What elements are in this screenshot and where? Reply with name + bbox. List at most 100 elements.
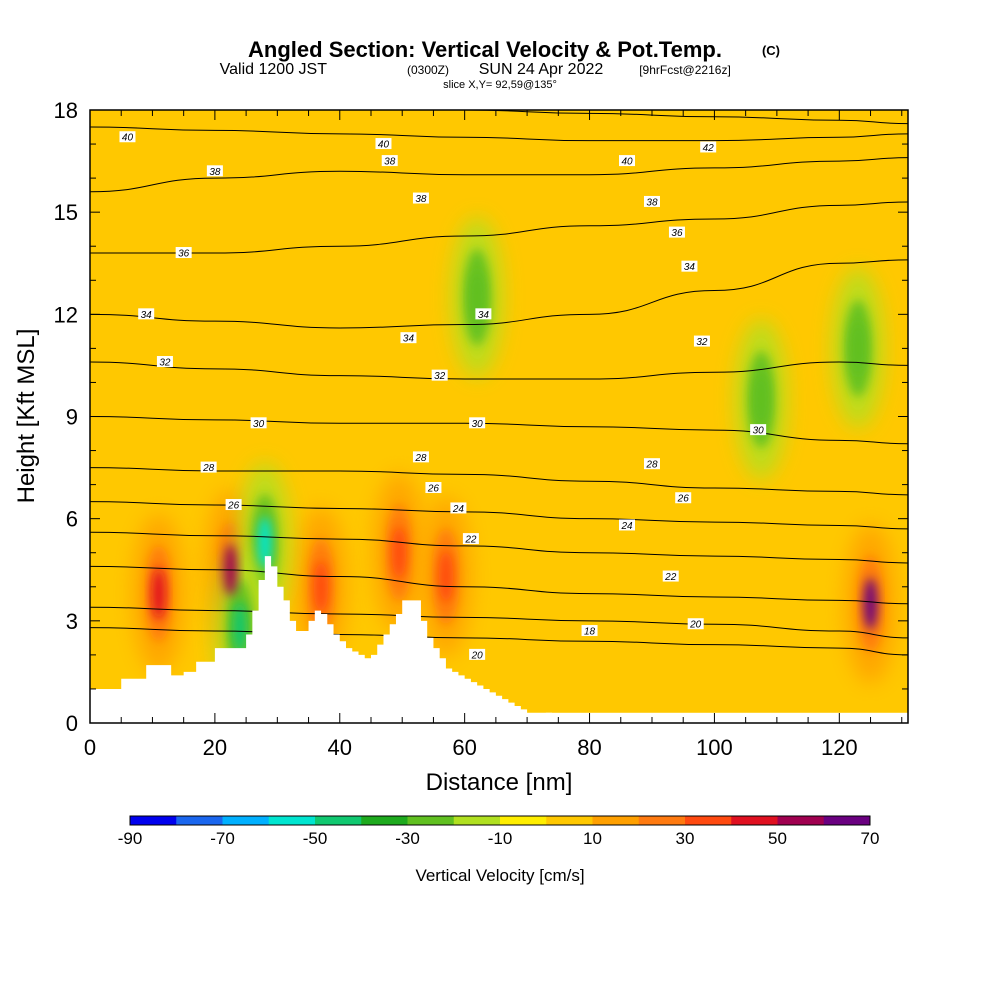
velocity-core [151, 567, 166, 620]
contour-labels: 40 40 38 40 42 38 38 38 36 36 34 34 34 34 32 32 32 30 30 30… [119, 131, 767, 661]
contour-label: 40 [119, 131, 136, 144]
contour-label: 38 [643, 195, 660, 208]
colorbar-frame [129, 815, 871, 826]
contour-label-text: 38 [646, 197, 658, 208]
forecast-tag: [9hrFcst@2216z] [639, 63, 731, 77]
colorbar-title: Vertical Velocity [cm/s] [415, 866, 584, 885]
colorbar-tick-label: -10 [488, 829, 513, 848]
valid-date: SUN 24 Apr 2022 [479, 61, 604, 78]
x-tick-label: 20 [203, 735, 227, 760]
velocity-core [257, 516, 272, 569]
colorbar-tick-label: -90 [118, 829, 143, 848]
isentrope-30 [90, 416, 908, 445]
colorbar-swatch [222, 816, 270, 825]
contour-label-bg [225, 499, 242, 511]
contour-label-bg [681, 260, 698, 272]
colorbar-tick-labels: -90 -70 -50 -30 -10 10 30 50 70 [118, 829, 880, 848]
colorbar-swatch [130, 816, 177, 825]
contour-label-text: 30 [472, 419, 484, 430]
y-tick-label: 3 [66, 609, 78, 634]
contour-label-text: 28 [645, 460, 658, 471]
contour-label-text: 28 [414, 453, 427, 464]
contour-label: 28 [412, 451, 429, 464]
contour-label: 38 [206, 165, 223, 178]
contour-label-bg [687, 618, 704, 630]
contour-label: 32 [156, 356, 173, 369]
contour-label-text: 34 [141, 310, 153, 321]
contour-label: 24 [619, 519, 636, 532]
x-tick-label: 80 [577, 735, 601, 760]
colorbar-swatch [407, 816, 455, 825]
contour-label: 26 [225, 499, 242, 512]
terrain-base [545, 712, 908, 723]
contour-label-bg [693, 335, 710, 347]
isentrope-34 [90, 259, 908, 329]
contour-label: 26 [425, 482, 442, 495]
x-tick-label: 40 [328, 735, 352, 760]
y-tick-label: 15 [54, 200, 78, 225]
colorbar-swatch [315, 816, 362, 825]
slice-info: slice X,Y= 92,59@135° [443, 79, 557, 91]
y-tick-label: 6 [66, 507, 78, 532]
contour-label-bg [662, 570, 679, 582]
colorbar-swatch [592, 816, 640, 825]
contour-label-bg [675, 492, 692, 504]
contour-label-bg [138, 308, 155, 320]
contour-label: 38 [381, 155, 398, 168]
colorbar-tick-label: 70 [861, 829, 880, 848]
contour-label-text: 34 [684, 262, 696, 273]
valid-prefix: Valid 1200 JST [220, 61, 328, 78]
contour-label: 30 [250, 417, 267, 430]
contour-label: 28 [643, 458, 660, 471]
velocity-core [438, 550, 453, 603]
colorbar-tick-label: 30 [676, 829, 695, 848]
colorbar-tick-label: -30 [395, 829, 420, 848]
colorbar-swatch [685, 816, 732, 825]
y-axis-title: Height [Kft MSL] [13, 329, 40, 504]
plot-area: 40 40 38 40 42 38 38 38 36 36 34 34 34 34 32 32 32 30 30 30… [90, 110, 908, 723]
contour-label-text: 38 [384, 157, 396, 168]
contour-label-text: 20 [471, 650, 484, 661]
contour-label: 34 [681, 260, 698, 273]
valid-utc: (0300Z) [407, 63, 449, 77]
contour-label-text: 32 [159, 358, 171, 369]
contour-label-bg [431, 369, 448, 381]
isentrope-lines [90, 110, 908, 656]
contour-label-text: 38 [415, 194, 427, 205]
contour-label-text: 28 [202, 463, 215, 474]
contour-label: 36 [668, 226, 685, 239]
contour-label: 40 [375, 138, 392, 151]
terrain [90, 556, 553, 723]
isentrope-20 [90, 606, 908, 639]
contour-label-text: 18 [584, 627, 596, 638]
colorbar-tick-label: 50 [768, 829, 787, 848]
contour-label: 42 [700, 141, 717, 154]
contour-label-text: 42 [703, 143, 715, 154]
colorbar-tick-label: -70 [210, 829, 235, 848]
contour-label-text: 34 [403, 334, 415, 345]
contour-label-bg [250, 417, 267, 429]
colorbar-swatch [638, 816, 686, 825]
isentrope-32 [90, 361, 908, 380]
contour-label: 30 [469, 417, 486, 430]
velocity-core [232, 601, 247, 654]
colorbar-tick-label: 10 [583, 829, 602, 848]
contour-label-bg [400, 332, 417, 344]
colorbar-swatch [546, 816, 593, 825]
contour-label: 34 [400, 332, 417, 345]
contour-label-bg [462, 533, 479, 545]
isentrope-28 [90, 467, 908, 496]
colorbar-swatch [268, 816, 316, 825]
contour-label: 26 [675, 492, 692, 505]
contour-label-bg [375, 138, 392, 150]
contour-label-text: 20 [689, 620, 702, 631]
contour-label: 38 [412, 192, 429, 205]
contour-label-bg [750, 424, 767, 436]
contour-label-bg [643, 458, 660, 470]
contour-label-text: 26 [677, 494, 690, 505]
colorbar-swatch [731, 816, 778, 825]
contour-label-bg [700, 141, 717, 153]
isentrope-22 [90, 565, 908, 605]
contour-label-text: 40 [122, 133, 134, 144]
